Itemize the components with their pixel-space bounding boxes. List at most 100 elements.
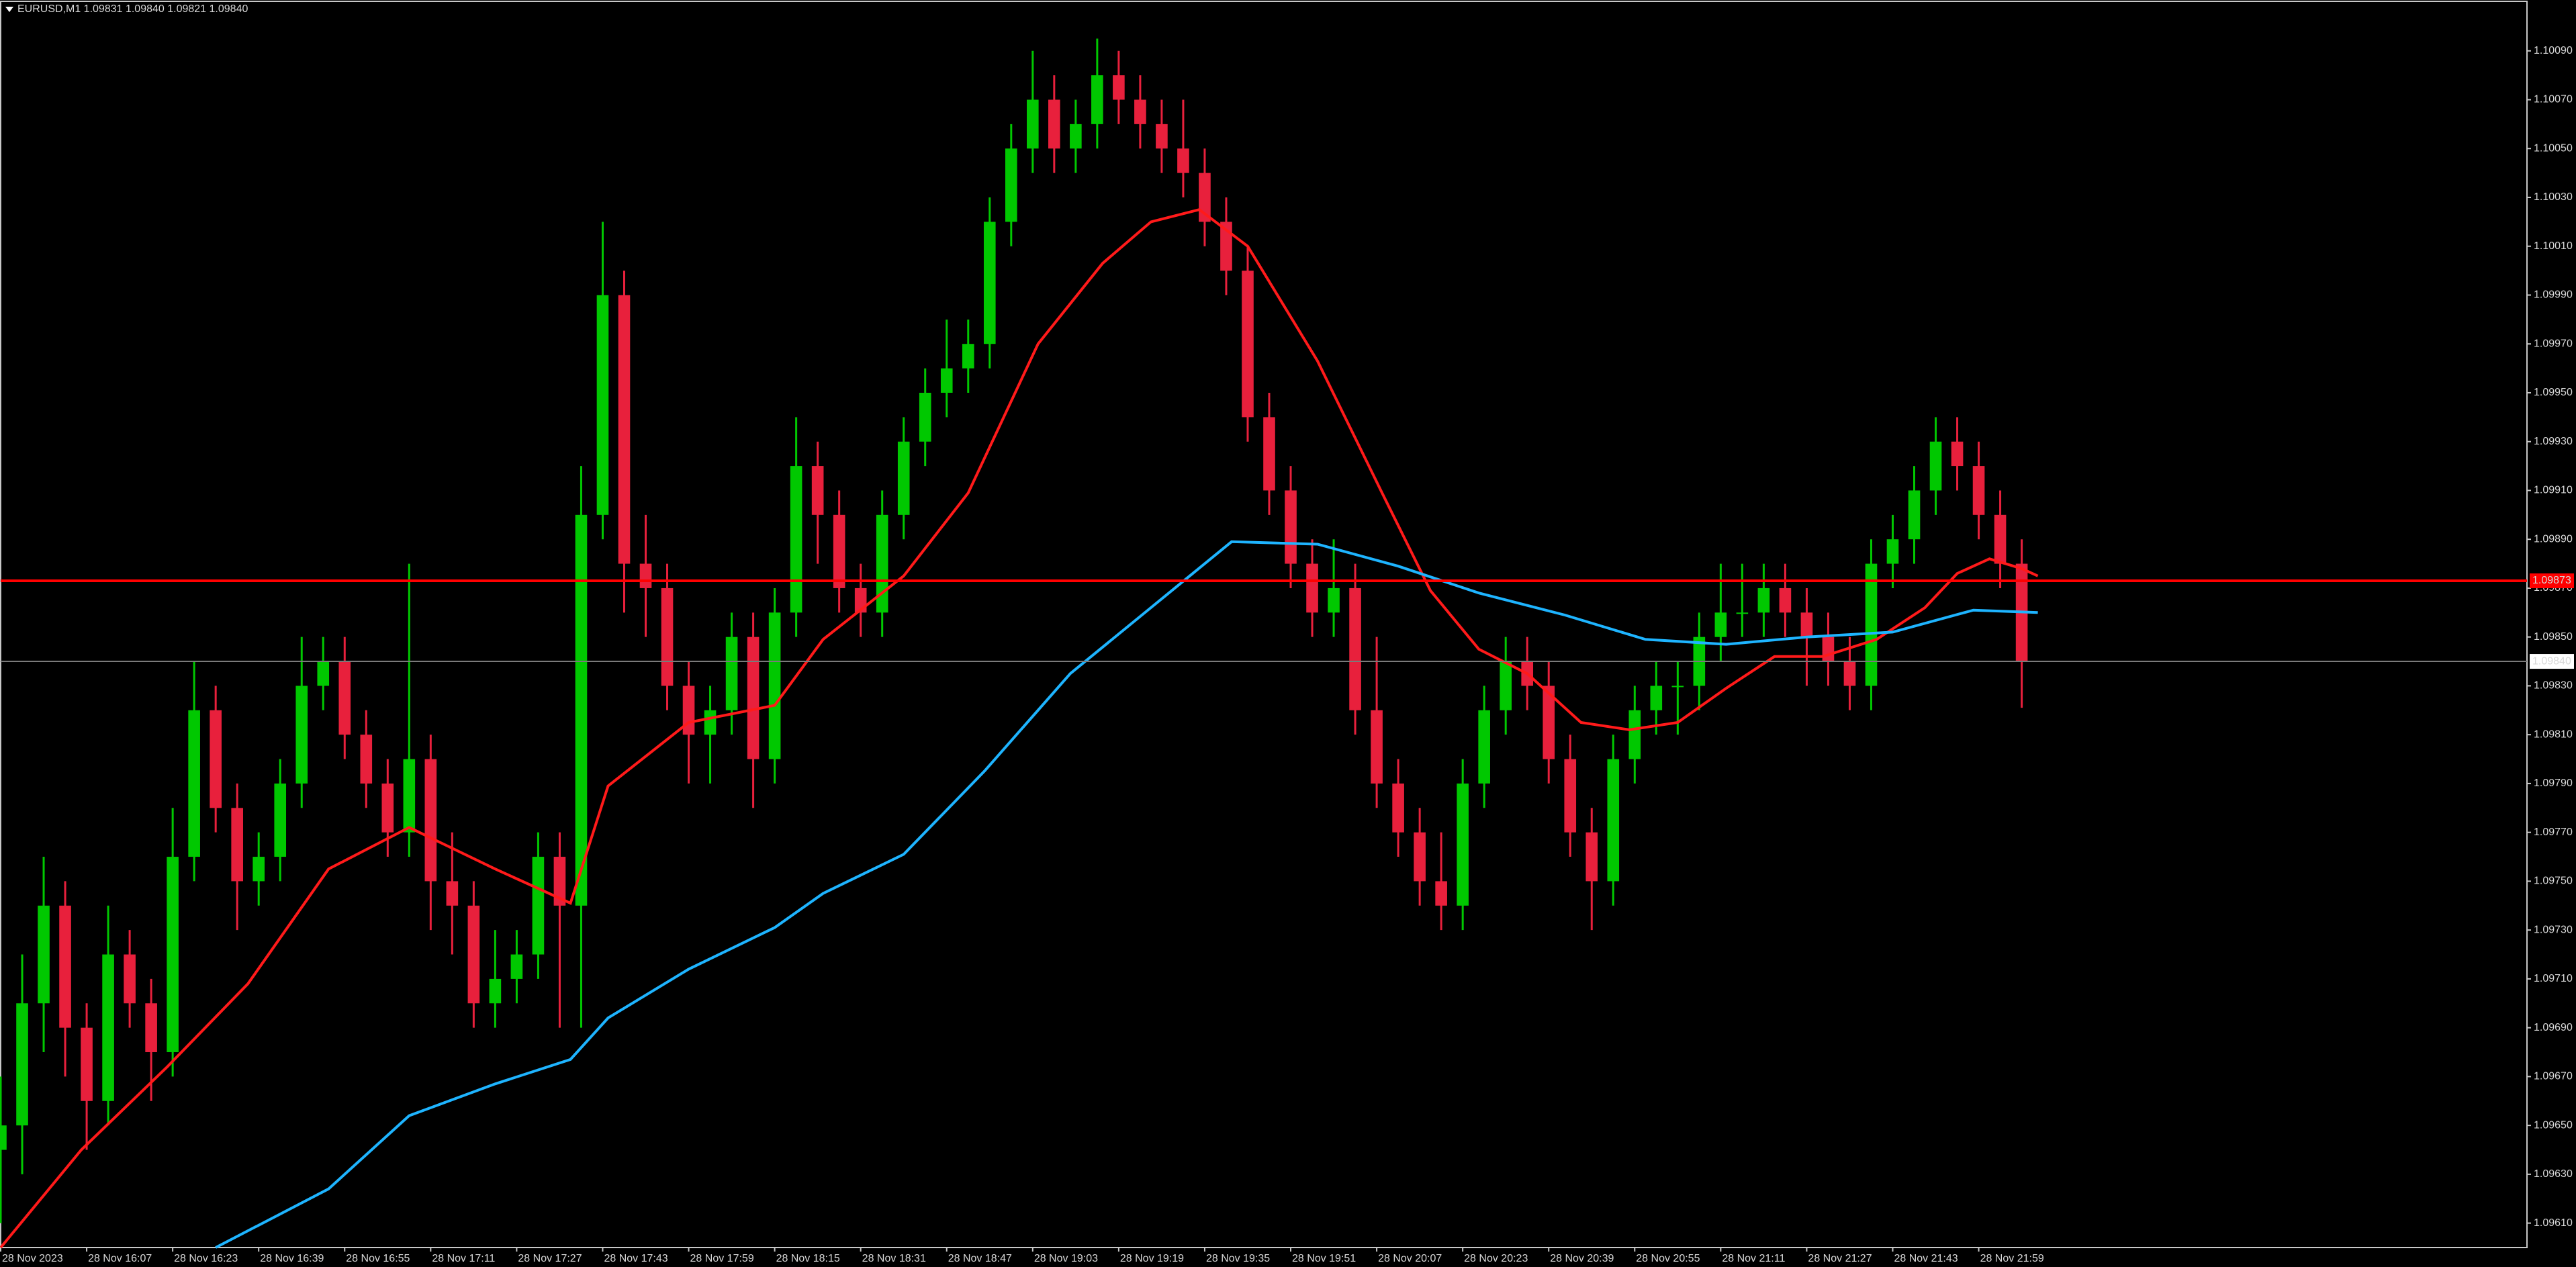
candle-body [596, 295, 609, 515]
price-label-box [2530, 573, 2574, 589]
y-tick-label: 1.09690 [2534, 1022, 2573, 1033]
candle-body [1972, 466, 1985, 515]
candle-body [1285, 490, 1297, 564]
y-tick-label: 1.09950 [2534, 387, 2573, 398]
candle-body [274, 783, 287, 857]
x-tick-label: 28 Nov 20:23 [1464, 1253, 1528, 1264]
y-tick-label: 1.09990 [2534, 289, 2573, 301]
candle-body [1392, 783, 1404, 833]
candle-body [1457, 783, 1469, 906]
candle-body [424, 759, 437, 882]
candle-body [1607, 759, 1620, 882]
price-label: 1.09840 [2532, 655, 2571, 667]
x-tick-label: 28 Nov 19:19 [1120, 1253, 1184, 1264]
candle-body [210, 710, 222, 808]
x-tick-label: 28 Nov 16:23 [174, 1253, 238, 1264]
candle-body [725, 637, 738, 710]
candle-body [747, 637, 760, 759]
candle-body [940, 368, 953, 393]
candle-body [38, 905, 50, 1004]
candle-body [1349, 588, 1361, 710]
y-tick-label: 1.09970 [2534, 338, 2573, 349]
candle-body [381, 783, 394, 833]
y-tick-label: 1.10090 [2534, 45, 2573, 56]
x-tick-label: 28 Nov 16:39 [260, 1253, 324, 1264]
candle-body [16, 1003, 28, 1126]
candle-body [1070, 124, 1082, 149]
y-tick-label: 1.09770 [2534, 827, 2573, 838]
menu-triangle[interactable] [5, 7, 13, 12]
y-tick-label: 1.09670 [2534, 1071, 2573, 1082]
x-tick-label: 28 Nov 20:55 [1636, 1253, 1700, 1264]
candle-body [1220, 222, 1232, 271]
candle-body [81, 1027, 93, 1101]
x-tick-label: 28 Nov 19:35 [1206, 1253, 1270, 1264]
candle-body [532, 857, 545, 955]
candle-body [876, 514, 888, 613]
candle-body [252, 857, 265, 882]
candle-body [1435, 881, 1447, 906]
y-tick-label: 1.10030 [2534, 191, 2573, 203]
candle-body [768, 612, 781, 759]
candle-body [338, 661, 351, 735]
x-tick-label: 28 Nov 21:11 [1722, 1253, 1785, 1264]
candle-body [1306, 563, 1318, 613]
x-tick-label: 28 Nov 17:43 [604, 1253, 668, 1264]
candle-body [1005, 148, 1017, 222]
candle-body [1048, 99, 1060, 149]
candle-body [1929, 441, 1942, 491]
candle-body [0, 1125, 7, 1150]
candle-body [919, 392, 931, 442]
candle-body [295, 686, 308, 784]
candle-body [1242, 271, 1254, 418]
y-tick-label: 1.09730 [2534, 924, 2573, 935]
candle-body [811, 466, 824, 515]
candle-body [1779, 588, 1792, 613]
candle-body [1414, 832, 1426, 882]
candle-body [1199, 173, 1211, 222]
x-tick-label: 28 Nov 2023 [2, 1253, 63, 1264]
x-tick-label: 28 Nov 20:07 [1378, 1253, 1442, 1264]
candle-body [704, 710, 717, 735]
candle-body [1263, 417, 1275, 491]
chart-header: EURUSD,M1 1.09831 1.09840 1.09821 1.0984… [17, 3, 248, 15]
candle-body [1500, 661, 1512, 710]
y-tick-label: 1.09650 [2534, 1119, 2573, 1131]
y-tick-label: 1.09930 [2534, 436, 2573, 447]
candle-body [1371, 710, 1383, 784]
candle-body [1134, 99, 1146, 124]
y-tick-label: 1.09710 [2534, 973, 2573, 984]
x-tick-label: 28 Nov 16:07 [88, 1253, 152, 1264]
candle-body [1714, 612, 1727, 637]
y-tick-label: 1.09750 [2534, 876, 2573, 887]
price-label-box [2530, 654, 2574, 669]
x-tick-label: 28 Nov 21:43 [1894, 1253, 1958, 1264]
x-tick-label: 28 Nov 17:59 [690, 1253, 754, 1264]
price-label: 1.09873 [2532, 575, 2571, 586]
y-tick-label: 1.09790 [2534, 778, 2573, 789]
candle-body [790, 466, 802, 613]
candle-body [145, 1003, 157, 1053]
candle-body [489, 978, 502, 1004]
candle-body [188, 710, 200, 857]
candle-body [231, 808, 243, 882]
x-tick-label: 28 Nov 17:27 [518, 1253, 582, 1264]
candle-body [1843, 661, 1856, 686]
y-tick-label: 1.09630 [2534, 1168, 2573, 1180]
y-tick-label: 1.09850 [2534, 631, 2573, 643]
candle-body [833, 514, 845, 588]
x-tick-label: 28 Nov 17:11 [432, 1253, 495, 1264]
x-tick-label: 28 Nov 19:51 [1292, 1253, 1356, 1264]
candle-body [575, 514, 588, 906]
candle-body [1564, 759, 1577, 833]
candle-body [962, 344, 974, 369]
candle-body [510, 954, 523, 979]
candle-body [124, 954, 136, 1004]
candle-body [102, 954, 114, 1101]
candle-body [1091, 75, 1103, 124]
x-tick-label: 28 Nov 16:55 [346, 1253, 410, 1264]
plot-frame [0, 1, 2528, 1248]
x-tick-label: 28 Nov 18:15 [776, 1253, 840, 1264]
